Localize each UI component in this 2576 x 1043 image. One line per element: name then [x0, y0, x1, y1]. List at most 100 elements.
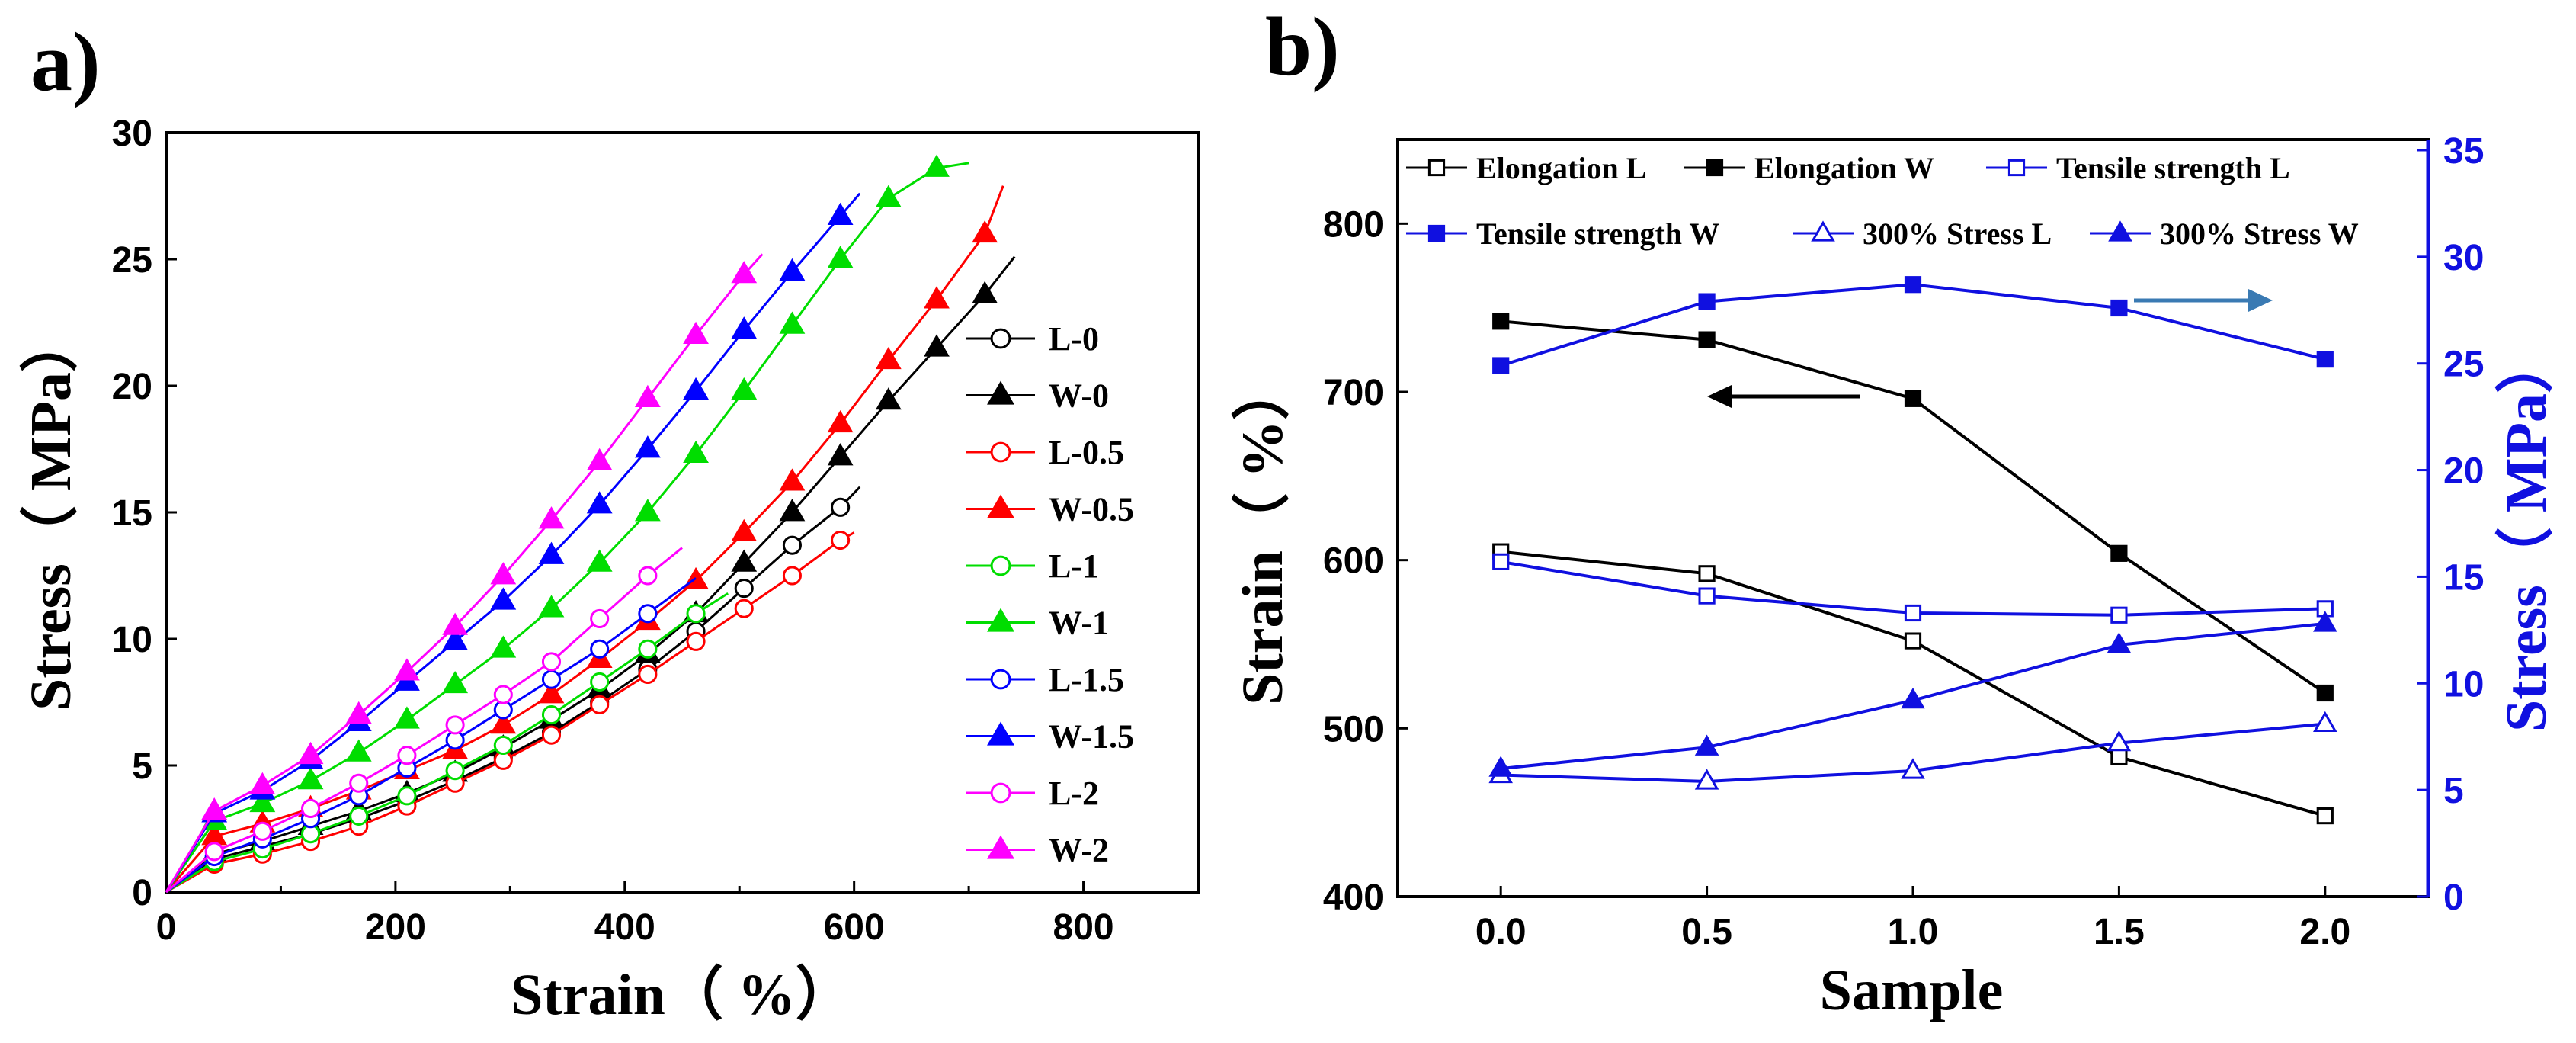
panel-a-x-tick-label: 600 — [824, 907, 885, 948]
data-point-l-2 — [204, 842, 224, 862]
data-point-l-2 — [301, 798, 321, 818]
data-point-w-0 — [924, 334, 950, 357]
legend-label-w-1: W-1 — [1049, 605, 1109, 642]
data-point-l-2 — [541, 652, 562, 672]
data-point-w-0 — [827, 443, 854, 466]
data-point-300pct-stress-w — [1488, 756, 1514, 777]
data-point-l-2 — [493, 685, 513, 704]
data-point-w-0-5 — [538, 681, 565, 704]
panel-a-x-tick-label: 400 — [594, 907, 655, 948]
data-point-l-0-5 — [638, 664, 658, 685]
data-point-l-2 — [349, 773, 369, 793]
data-point-elongation-w — [2110, 544, 2128, 562]
panel-b-x-axis-title: Sample — [1820, 958, 2004, 1022]
data-point-w-0-5 — [490, 711, 517, 734]
data-point-w-1-5 — [634, 435, 661, 458]
legend-marker-tensile-strength-l — [2007, 159, 2026, 177]
data-point-w-0-5 — [731, 518, 758, 541]
panel-label-a: a) — [30, 15, 101, 108]
data-point-l-1-5 — [638, 604, 658, 624]
panel-b-ticks: 0.0 0.5 1.0 1.5 2.0 400 500 600 700 800 0 5 10 15 20 25… — [1323, 131, 2484, 952]
panel-b-right-tick-label: 0 — [2443, 878, 2464, 918]
data-point-l-0-5 — [782, 566, 802, 586]
legend-marker-elongation-w — [1706, 159, 1724, 177]
panel-a-y-axis-title: Stress（ MPa） — [19, 314, 83, 711]
panel-a-y-tick-label: 30 — [112, 114, 152, 154]
panel-a-x-tick-label: 200 — [365, 907, 426, 948]
data-point-l-2 — [638, 566, 658, 586]
data-point-w-1 — [442, 670, 469, 694]
data-point-elongation-w — [1904, 390, 1922, 407]
data-point-l-1 — [590, 672, 610, 692]
data-point-tensile-strength-w — [1904, 276, 1922, 294]
legend-marker-l-1-5 — [990, 669, 1011, 690]
data-point-l-0-5 — [831, 530, 851, 550]
panel-b-x-tick-label: 1.0 — [1888, 912, 1939, 952]
data-point-tensile-strength-l — [1698, 587, 1716, 605]
panel-a-y-tick-label: 15 — [112, 493, 152, 534]
data-point-l-1 — [349, 806, 369, 826]
panel-b-right-tick-label: 35 — [2443, 131, 2484, 172]
data-point-w-1 — [394, 706, 420, 729]
legend-marker-w-0-5 — [986, 494, 1015, 518]
panel-a-series — [165, 154, 1016, 894]
panel-a-y-tick-label: 0 — [132, 873, 152, 913]
panel-a-y-tick-label: 25 — [112, 240, 152, 281]
data-point-l-1 — [638, 639, 658, 659]
data-point-w-2 — [683, 321, 709, 344]
data-point-l-1 — [541, 705, 562, 725]
data-point-tensile-strength-w — [2110, 299, 2128, 317]
data-point-w-2 — [731, 261, 758, 284]
series-line-l-0 — [165, 486, 861, 894]
data-point-w-1 — [827, 246, 854, 268]
data-point-l-2 — [252, 821, 272, 841]
right-arrow-annotation — [2134, 289, 2273, 312]
data-point-w-1-5 — [442, 627, 469, 650]
data-point-w-2 — [297, 741, 324, 765]
legend-marker-l-0 — [990, 328, 1011, 349]
panel-b-left-tick-label: 500 — [1323, 709, 1384, 749]
data-point-l-2 — [445, 715, 465, 735]
data-point-l-0 — [782, 535, 802, 555]
data-point-w-1 — [779, 311, 806, 334]
legend-marker-300pct-stress-w — [2108, 220, 2132, 242]
data-point-l-0-5 — [541, 725, 562, 745]
panel-a-x-tick-label: 800 — [1053, 907, 1114, 948]
left-arrow-annotation — [1707, 385, 1860, 408]
data-point-l-0-5 — [734, 599, 754, 618]
data-point-elongation-l — [1904, 632, 1922, 650]
data-point-l-0-5 — [590, 695, 610, 714]
panel-b-plot-frame — [1396, 138, 2430, 898]
panel-a-plot-frame — [165, 131, 1200, 894]
panel-b-chart: 0.0 0.5 1.0 1.5 2.0 400 500 600 700 800 0 5 10 15 20 25… — [1231, 131, 2558, 1022]
data-point-w-1 — [297, 767, 324, 790]
data-point-l-0 — [831, 497, 851, 517]
series-line-l-0-5 — [165, 531, 855, 894]
panel-a-y-tick-label: 5 — [132, 746, 152, 787]
data-point-w-0-5 — [972, 220, 998, 243]
data-point-w-2 — [394, 658, 420, 681]
series-line-l-2 — [165, 547, 683, 894]
panel-a-x-axis-title: Strain（ %） — [511, 963, 854, 1027]
data-point-w-0 — [972, 281, 998, 303]
panel-b-left-tick-label: 700 — [1323, 373, 1384, 413]
legend-marker-300pct-stress-l — [1811, 220, 1835, 242]
panel-b-left-tick-label: 400 — [1323, 878, 1384, 918]
legend-marker-w-1 — [986, 608, 1015, 632]
legend-marker-l-2 — [990, 782, 1011, 804]
panel-a-y-tick-label: 10 — [112, 620, 152, 660]
data-point-w-0 — [731, 549, 758, 572]
data-point-w-1-5 — [490, 587, 517, 610]
data-point-elongation-l — [2316, 807, 2334, 825]
legend-label-w-2: W-2 — [1049, 832, 1109, 869]
data-point-w-1-5 — [827, 202, 854, 225]
data-point-w-0 — [779, 499, 806, 522]
panel-a-chart: 0 200 400 600 800 0 5 10 15 20 25 30 L-0 W-0 L-0.5 W-0… — [19, 114, 1200, 1027]
data-point-w-1 — [683, 440, 709, 464]
panel-b-right-tick-label: 5 — [2443, 771, 2464, 811]
data-point-l-2 — [590, 608, 610, 628]
data-point-300pct-stress-l — [1694, 769, 1719, 790]
legend-label-elongation-w: Elongation W — [1754, 151, 1934, 185]
data-point-elongation-w — [1492, 313, 1510, 330]
data-point-w-1 — [634, 499, 661, 522]
